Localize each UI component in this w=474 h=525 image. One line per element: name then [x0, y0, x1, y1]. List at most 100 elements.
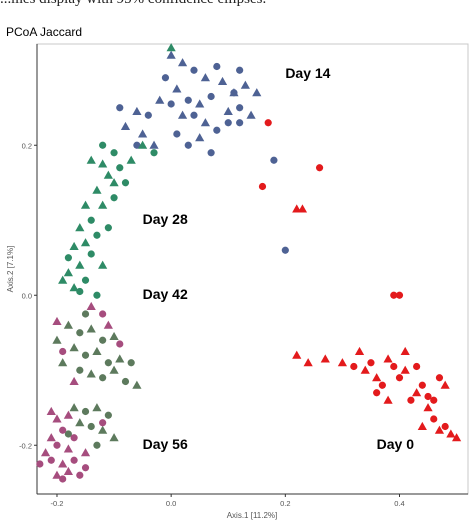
y-tick-label: 0.0 — [22, 291, 32, 300]
data-point-circle — [213, 62, 221, 71]
data-point-triangle — [138, 140, 148, 149]
data-point-triangle — [98, 260, 108, 269]
data-point-triangle — [372, 373, 382, 382]
data-point-triangle — [98, 425, 108, 434]
data-point-triangle — [46, 406, 56, 415]
data-point-circle — [213, 126, 221, 134]
data-point-circle — [236, 119, 244, 127]
data-point-circle — [93, 231, 101, 239]
data-point-triangle — [240, 80, 250, 89]
data-point-circle — [264, 119, 272, 127]
data-point-circle — [390, 291, 398, 299]
chart-title: PCoA Jaccard — [6, 25, 82, 39]
data-point-triangle — [80, 200, 91, 209]
data-point-circle — [367, 359, 375, 367]
data-point-triangle — [383, 354, 393, 363]
data-point-circle — [281, 246, 289, 254]
data-point-triangle — [292, 350, 302, 359]
data-point-circle — [373, 389, 381, 397]
data-point-triangle — [132, 106, 142, 115]
data-point-triangle — [252, 88, 262, 97]
data-point-circle — [110, 194, 118, 202]
data-point-triangle — [195, 99, 205, 108]
y-tick-label: -0.2 — [19, 441, 32, 450]
data-point-triangle — [177, 58, 188, 67]
data-point-triangle — [52, 414, 62, 423]
data-point-triangle — [69, 376, 79, 385]
data-point-circle — [121, 179, 130, 187]
data-point-triangle — [98, 159, 108, 168]
data-point-circle — [76, 287, 84, 296]
data-point-circle — [430, 415, 438, 423]
data-point-circle — [99, 419, 107, 427]
data-point-triangle — [115, 354, 125, 363]
data-point-triangle — [69, 343, 79, 352]
data-point-circle — [87, 250, 95, 258]
group-label: Day 42 — [143, 286, 188, 302]
data-point-triangle — [63, 466, 73, 475]
data-point-circle — [184, 96, 192, 104]
data-point-triangle — [52, 335, 62, 344]
data-point-circle — [81, 407, 90, 416]
data-point-circle — [190, 66, 198, 74]
data-point-triangle — [200, 118, 211, 127]
data-point-triangle — [58, 459, 68, 468]
data-point-circle — [395, 374, 404, 382]
data-point-triangle — [446, 429, 456, 438]
data-point-circle — [87, 216, 95, 224]
data-point-circle — [190, 111, 198, 119]
data-point-triangle — [337, 358, 348, 367]
data-point-triangle — [40, 448, 51, 457]
data-point-triangle — [360, 365, 370, 374]
data-point-circle — [116, 164, 124, 172]
data-point-triangle — [98, 200, 108, 209]
figure-caption: ...mes display with 95% confidence ellip… — [0, 0, 474, 8]
y-axis-ticks: -0.2 0.0 0.2 — [19, 141, 37, 450]
data-point-circle — [390, 362, 398, 371]
data-point-triangle — [109, 331, 119, 340]
data-point-triangle — [86, 301, 96, 310]
plot-frame — [36, 43, 469, 495]
data-point-circle — [76, 366, 84, 374]
data-points — [36, 43, 462, 483]
data-point-circle — [99, 310, 107, 318]
data-point-triangle — [52, 316, 62, 325]
data-point-triangle — [440, 380, 450, 389]
data-point-triangle — [109, 433, 119, 442]
data-point-circle — [173, 130, 181, 138]
group-label: Day 56 — [143, 436, 188, 452]
data-point-triangle — [103, 320, 113, 329]
data-point-circle — [104, 411, 112, 419]
group-label: Day 28 — [143, 211, 188, 227]
data-point-circle — [110, 149, 118, 157]
data-point-triangle — [354, 346, 365, 355]
x-tick-label: 0.2 — [280, 499, 290, 508]
data-point-circle — [59, 347, 67, 356]
data-point-circle — [224, 119, 232, 127]
data-point-circle — [99, 374, 107, 382]
data-point-circle — [424, 392, 432, 401]
data-point-circle — [184, 141, 192, 149]
x-tick-label: -0.2 — [51, 499, 64, 508]
data-point-triangle — [166, 50, 176, 59]
data-point-circle — [81, 464, 90, 472]
data-point-circle — [47, 456, 55, 464]
data-point-triangle — [69, 241, 79, 250]
data-point-triangle — [166, 43, 176, 52]
data-point-triangle — [292, 204, 302, 213]
data-point-circle — [87, 422, 95, 431]
data-point-circle — [435, 374, 444, 382]
data-point-triangle — [400, 346, 410, 355]
data-point-circle — [258, 182, 267, 191]
x-tick-label: 0.0 — [166, 499, 176, 508]
x-axis-ticks: -0.2 0.0 0.2 0.4 — [51, 494, 405, 508]
data-point-triangle — [451, 433, 462, 442]
data-point-circle — [315, 164, 324, 172]
x-tick-label: 0.4 — [394, 499, 404, 508]
data-point-triangle — [58, 358, 68, 367]
data-point-triangle — [320, 354, 330, 363]
data-point-triangle — [303, 358, 313, 367]
data-point-circle — [76, 329, 84, 337]
data-point-circle — [81, 276, 90, 284]
